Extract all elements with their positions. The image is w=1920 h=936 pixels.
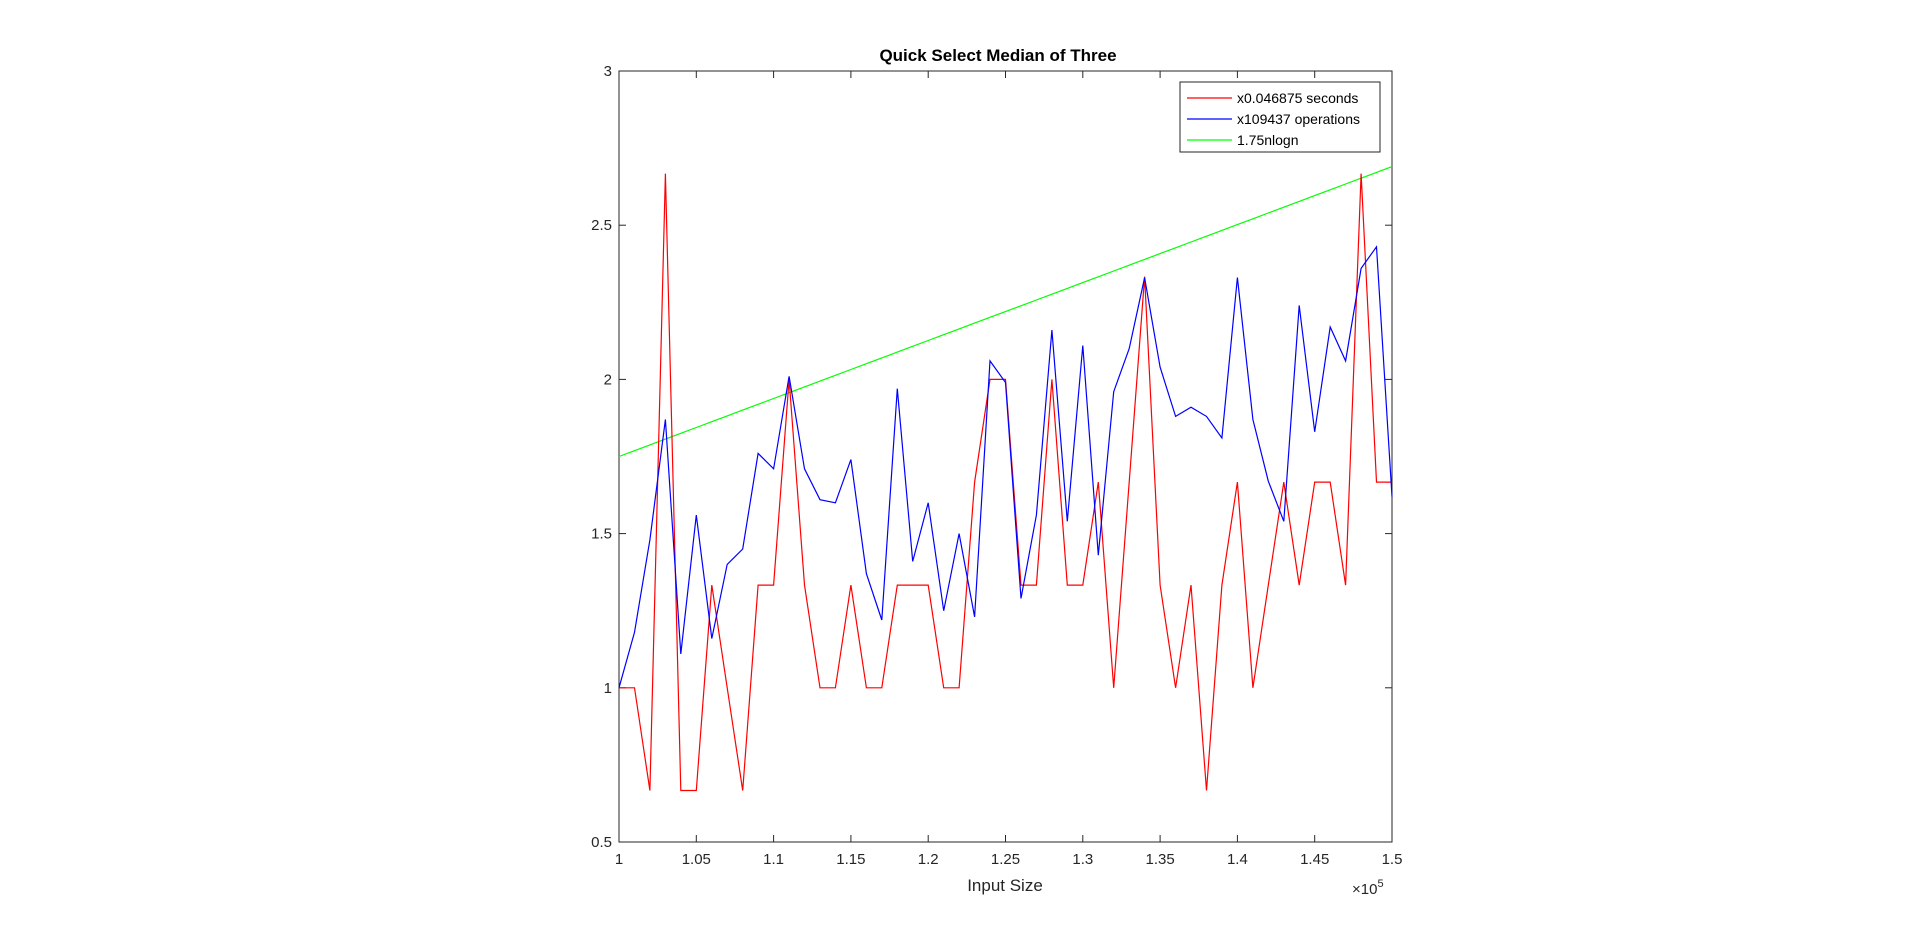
y-tick-label: 0.5 [591,834,612,851]
y-tick-label: 2.5 [591,217,612,234]
y-tick-label: 2 [604,371,612,388]
legend-label-2: 1.75nlogn [1237,132,1299,148]
x-tick-label: 1.25 [991,851,1020,868]
plot-area [618,70,1393,843]
x-axis-label: Input Size [967,876,1043,895]
y-ticks: 0.5 1 1.5 2 2.5 3 [591,63,1392,851]
series-line-1 [618,245,1393,688]
y-tick-label: 1.5 [591,526,612,543]
x-tick-label: 1.3 [1072,851,1093,868]
x-tick-label: 1.15 [836,851,865,868]
legend-label-1: x109437 operations [1237,111,1360,127]
x-tick-label: 1.45 [1300,851,1329,868]
legend-label-0: x0.046875 seconds [1237,90,1358,106]
y-tick-label: 1 [604,680,612,697]
x-tick-label: 1.1 [763,851,784,868]
legend: x0.046875 seconds x109437 operations 1.75n… [1179,81,1381,153]
x-tick-label: 1.35 [1145,851,1174,868]
chart-title: Quick Select Median of Three [879,46,1116,65]
x-axis-exponent-base: ×10 [1352,881,1377,898]
x-ticks: 1 1.05 1.1 1.15 1.2 1.25 1.3 1.35 1.4 1.45 1.5 [615,71,1403,868]
x-tick-label: 1.5 [1382,851,1403,868]
y-tick-label: 3 [604,63,612,80]
x-tick-label: 1 [615,851,623,868]
x-tick-label: 1.2 [918,851,939,868]
x-axis-exponent: ×105 [1352,878,1384,898]
series-line-0 [619,173,1392,792]
series-line-2 [618,166,1393,458]
x-axis-exponent-power: 5 [1377,878,1383,890]
x-tick-label: 1.05 [682,851,711,868]
series-lines [618,166,1393,792]
x-tick-label: 1.4 [1227,851,1248,868]
